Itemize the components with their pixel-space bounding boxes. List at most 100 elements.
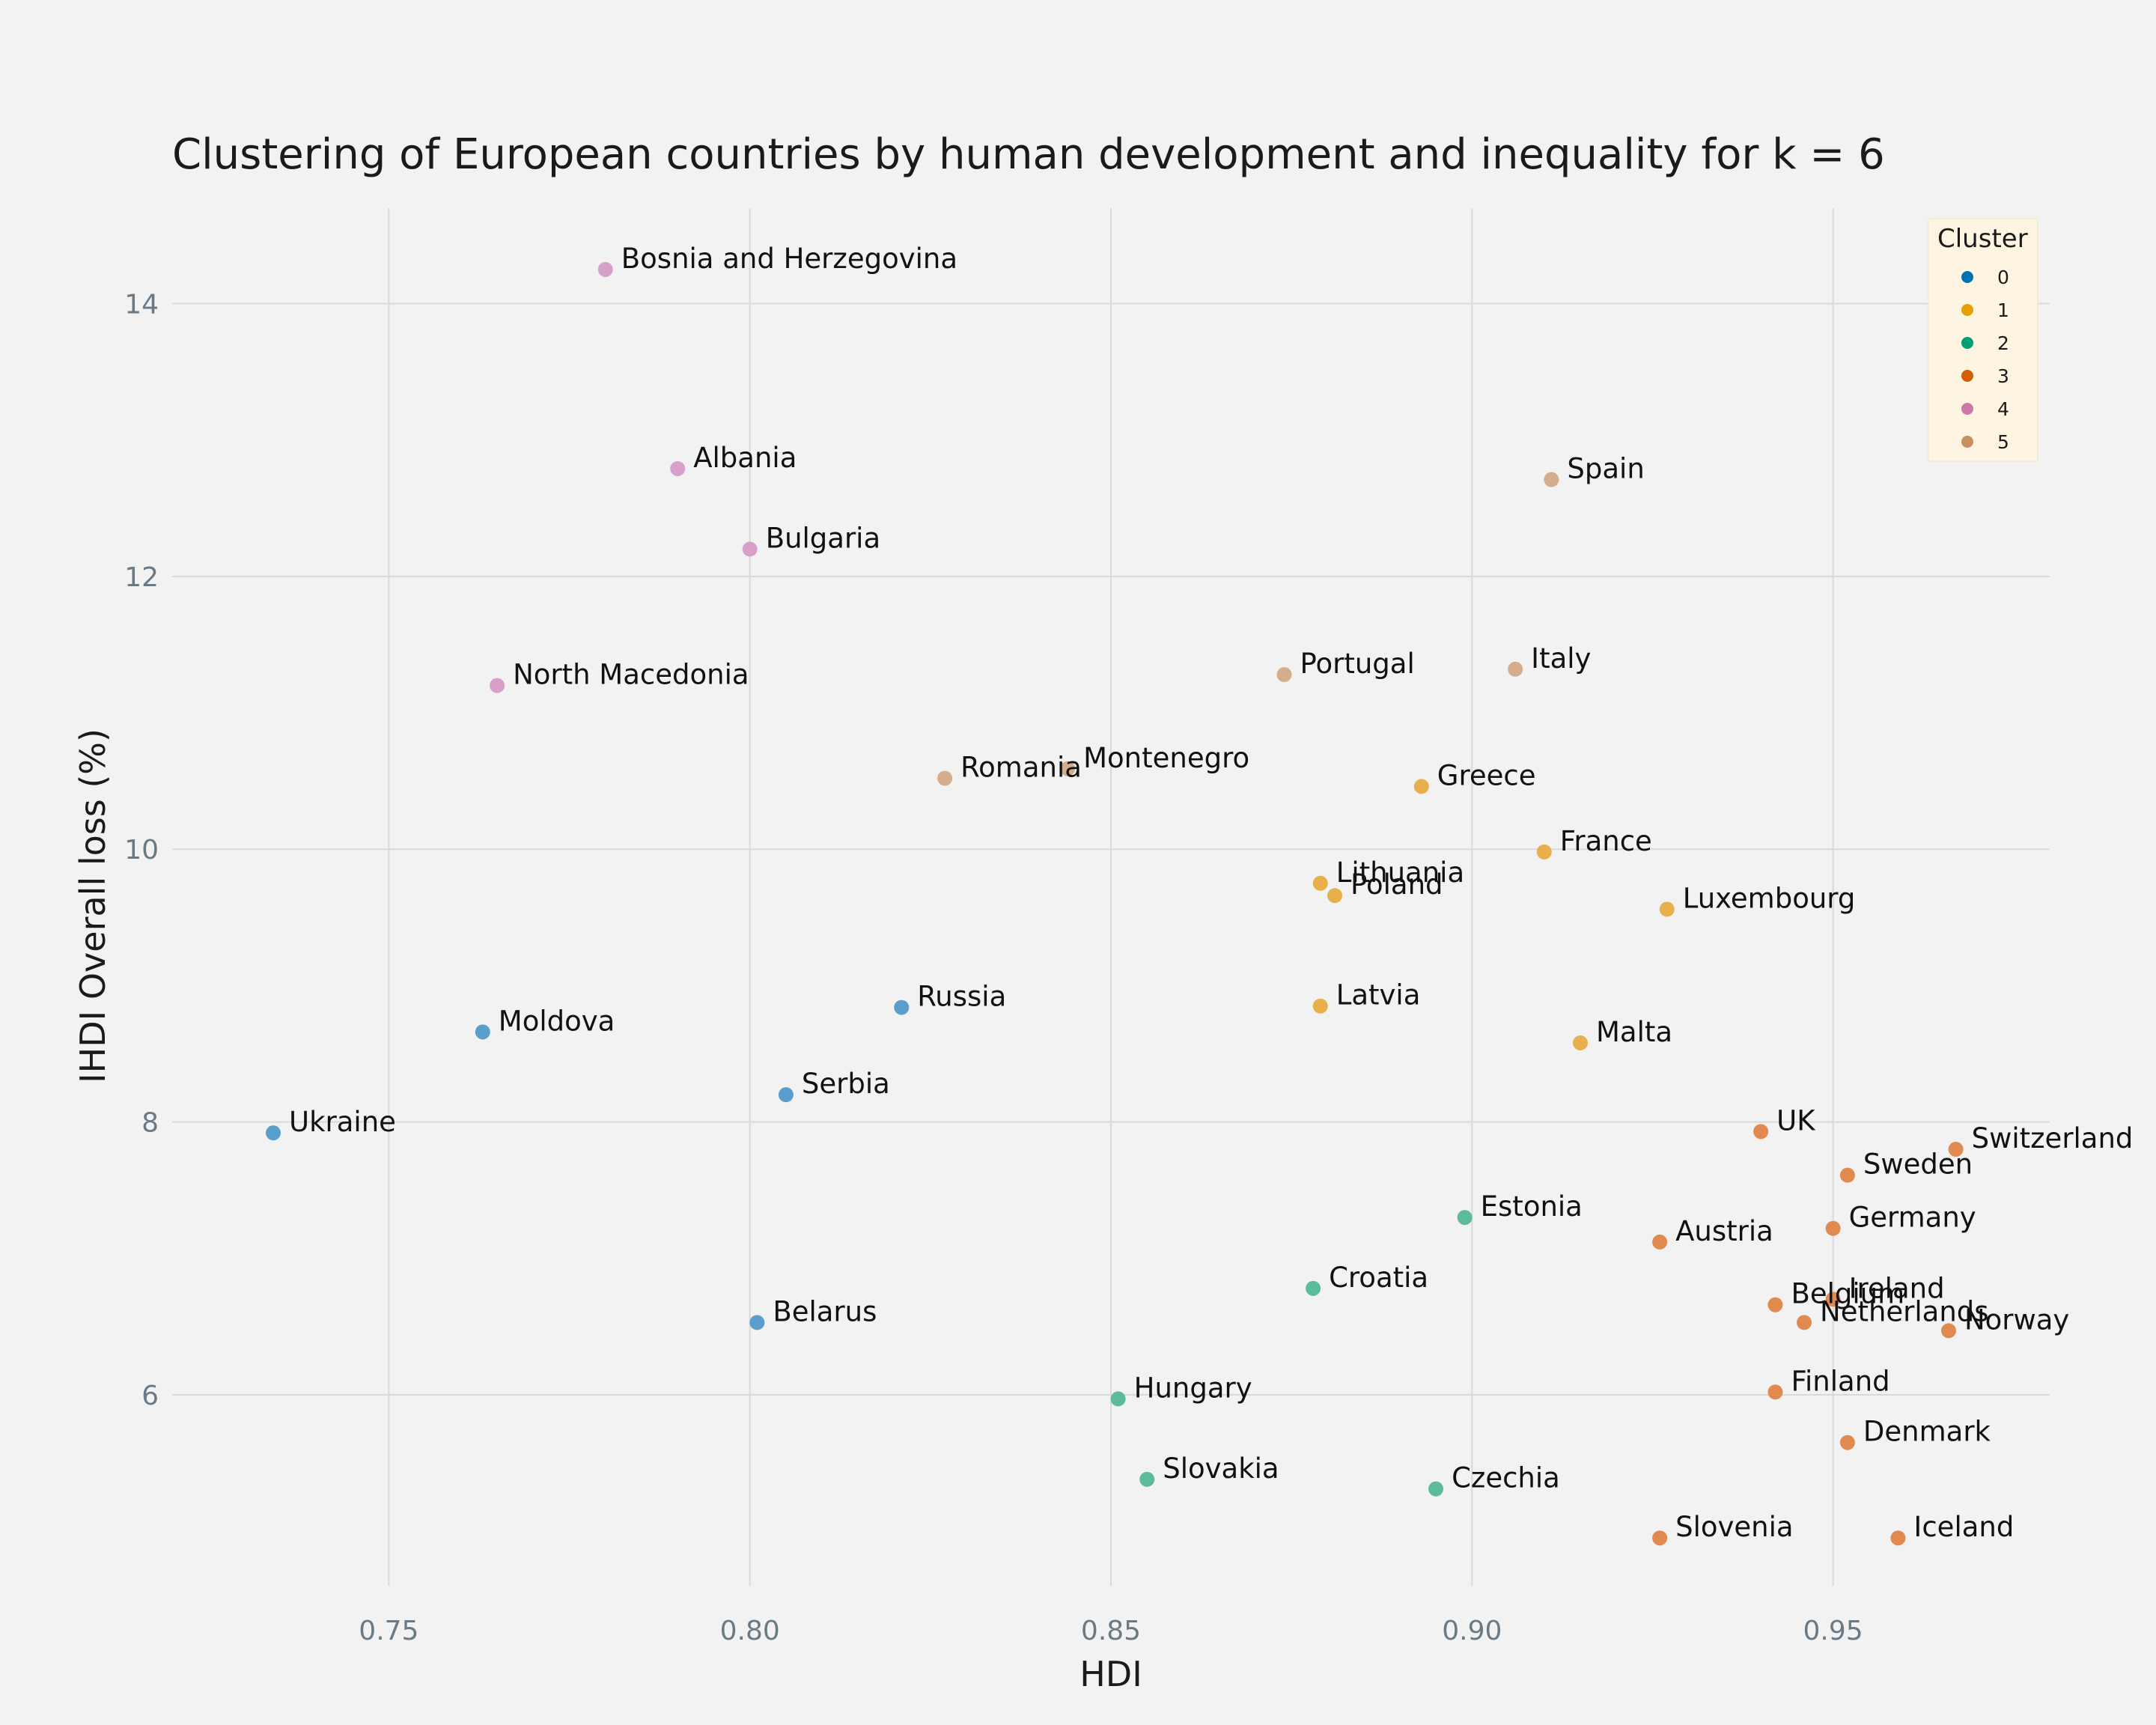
data-point [475,1024,490,1040]
point-labels: Bosnia and Herzegovina Albania Bulgaria Nor… [289,243,2133,1543]
point-label: Germany [1849,1202,1976,1234]
data-point [1797,1315,1812,1330]
data-point [1659,901,1675,917]
data-point [1457,1210,1473,1226]
point-label: Portugal [1300,648,1415,680]
x-tick-label: 0.95 [1803,1616,1863,1646]
data-point [1276,667,1292,683]
point-label: Ireland [1849,1272,1945,1304]
point-label: Austria [1675,1215,1773,1247]
data-point [742,541,758,557]
data-point [1767,1297,1783,1312]
point-label: Denmark [1863,1416,1991,1448]
data-point [937,770,953,786]
data-point [894,1000,910,1015]
point-label: Norway [1964,1303,2069,1336]
point-label: UK [1776,1104,1816,1137]
point-label: Montenegro [1083,742,1249,774]
point-label: Malta [1596,1016,1672,1048]
point-label: Latvia [1336,979,1421,1011]
data-point [670,460,686,476]
legend-entry-label: 2 [1997,332,2009,354]
data-point [1652,1234,1668,1250]
point-label: Sweden [1863,1149,1973,1181]
point-label: Iceland [1913,1511,2014,1543]
data-point [1312,998,1328,1014]
legend: Cluster 0 1 2 3 4 5 [1928,218,2038,462]
y-tick-label: 6 [141,1381,159,1411]
data-point [1544,472,1559,487]
data-point [1948,1142,1964,1157]
point-label: Belarus [773,1295,877,1327]
data-point [749,1315,765,1330]
point-label: Croatia [1329,1262,1428,1294]
point-label: Switzerland [1972,1122,2134,1154]
legend-entry-label: 3 [1997,365,2009,387]
data-point [778,1087,794,1103]
data-point [1753,1124,1769,1140]
y-tick-label: 12 [124,562,159,593]
point-label: Ukraine [289,1106,396,1138]
data-point [1413,779,1429,794]
x-axis-title: HDI [1079,1654,1142,1694]
point-label: France [1560,825,1652,857]
point-label: Russia [917,981,1006,1013]
point-label: Luxembourg [1683,882,1856,914]
tick-labels: 0.75 0.80 0.85 0.90 0.95 6 8 10 12 14 [124,290,1863,1646]
data-point [1825,1220,1841,1236]
legend-entry-label: 1 [1997,299,2009,321]
point-label: Czechia [1452,1462,1560,1494]
data-point [1839,1167,1855,1183]
data-point [1940,1323,1956,1339]
data-point [1312,875,1328,891]
data-point [1508,661,1523,677]
point-label: Netherlands [1820,1295,1989,1327]
point-label: Albania [693,442,797,474]
data-point [490,678,505,693]
point-label: Finland [1791,1365,1889,1397]
data-point [1139,1471,1155,1487]
grid-lines [172,208,2050,1586]
point-label: Estonia [1481,1190,1583,1223]
legend-entry-label: 0 [1997,267,2009,288]
data-point [266,1125,281,1141]
point-label: Hungary [1134,1372,1252,1404]
data-point [1825,1292,1841,1307]
legend-entries: 0 1 2 3 4 5 [1961,267,2009,453]
y-tick-label: 8 [141,1108,159,1139]
legend-marker [1961,403,1973,415]
point-label: Slovenia [1675,1511,1793,1543]
data-point [597,261,613,277]
data-point [1536,844,1552,860]
legend-marker [1961,370,1973,382]
x-tick-label: 0.90 [1442,1616,1502,1646]
point-label: Romania [960,752,1082,784]
legend-marker [1961,436,1973,448]
legend-box [1928,218,2038,462]
data-point [1890,1530,1906,1546]
legend-entry-label: 4 [1997,398,2009,420]
point-label: Bulgaria [766,522,880,554]
point-label: Lithuania [1336,857,1464,889]
legend-marker [1961,304,1973,316]
point-label: Italy [1531,642,1591,675]
x-tick-label: 0.85 [1081,1616,1141,1646]
point-label: North Macedonia [513,659,749,691]
legend-entry-label: 5 [1997,431,2009,453]
data-point [1767,1384,1783,1400]
point-label: Moldova [499,1005,615,1037]
data-point [1839,1435,1855,1450]
data-point [1428,1481,1444,1497]
legend-title: Cluster [1937,224,2028,254]
y-tick-label: 14 [124,290,159,320]
point-label: Spain [1567,453,1644,485]
chart-title: Clustering of European countries by huma… [172,130,1885,179]
data-point [1110,1391,1126,1407]
data-point [1573,1035,1588,1050]
point-label: Slovakia [1163,1452,1279,1485]
data-point [1060,761,1076,776]
point-label: Bosnia and Herzegovina [621,243,957,275]
